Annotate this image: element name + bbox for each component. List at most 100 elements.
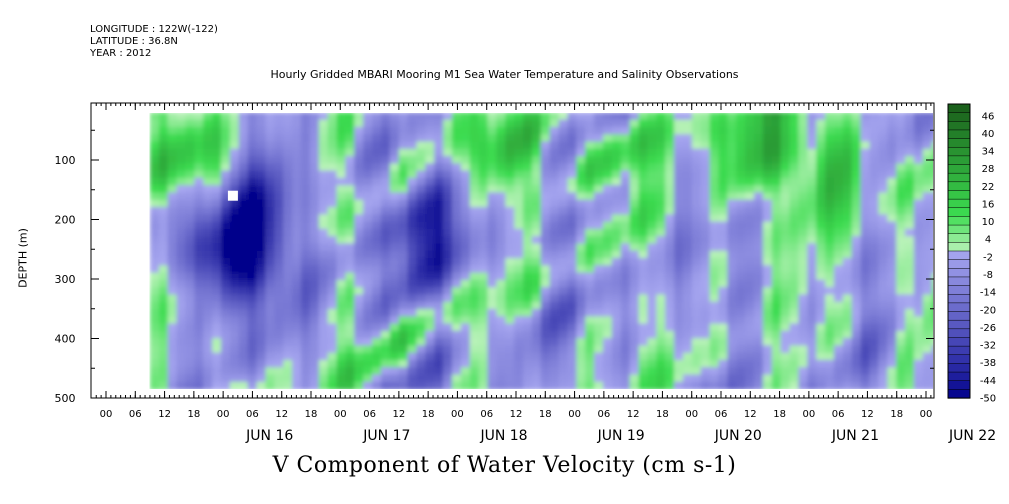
heatmap-cell [416, 148, 427, 157]
heatmap-cell [913, 338, 924, 347]
heatmap-cell [292, 374, 302, 383]
heatmap-cell [434, 279, 444, 288]
heatmap-cell [416, 156, 427, 165]
heatmap-cell [816, 359, 826, 369]
heatmap-cell [274, 236, 284, 245]
heatmap-cell [345, 323, 356, 332]
heatmap-cell [718, 279, 729, 288]
heatmap-cell [185, 381, 196, 389]
heatmap-cell [221, 374, 231, 383]
heatmap-cell [327, 265, 338, 274]
heatmap-cell [407, 338, 418, 347]
heatmap-cell [478, 134, 489, 143]
heatmap-cell [523, 177, 533, 187]
heatmap-cell [558, 279, 569, 288]
heatmap-cell [825, 141, 835, 150]
heatmap-cell [602, 294, 613, 303]
heatmap-cell [318, 228, 329, 237]
x-tick-label: 00 [100, 409, 113, 420]
heatmap-cell [380, 338, 391, 347]
heatmap-cell [274, 148, 284, 157]
heatmap-cell [887, 148, 897, 157]
heatmap-cell [185, 359, 196, 369]
heatmap-cell [185, 228, 196, 237]
heatmap-cell [602, 250, 613, 259]
heatmap-cell [496, 185, 507, 194]
heatmap-cell [300, 272, 311, 281]
heatmap-cell [380, 258, 391, 267]
heatmap-cell [425, 301, 435, 310]
heatmap-cell [745, 163, 755, 172]
heatmap-cell [238, 243, 249, 252]
heatmap-cell [540, 265, 551, 274]
heatmap-cell [576, 258, 587, 267]
heatmap-cell [256, 243, 267, 252]
heatmap-cell [780, 323, 791, 332]
heatmap-cell [869, 352, 880, 361]
heatmap-cell [629, 265, 640, 274]
heatmap-cell [363, 359, 373, 369]
heatmap-cell [718, 126, 729, 136]
heatmap-cell [665, 199, 675, 208]
heatmap-cell [878, 323, 889, 332]
heatmap-cell [922, 279, 933, 288]
heatmap-cell [149, 185, 160, 194]
heatmap-cell [451, 265, 462, 274]
colorbar-label: 22 [982, 182, 995, 193]
heatmap-cell [469, 374, 480, 383]
heatmap-cell [656, 113, 666, 121]
heatmap-cell [531, 287, 542, 296]
heatmap-cell [860, 294, 871, 303]
heatmap-cell [798, 338, 809, 347]
heatmap-cell [798, 119, 809, 128]
heatmap-cell [602, 126, 613, 136]
heatmap-cell [478, 163, 489, 172]
heatmap-cell [203, 279, 213, 288]
heatmap-cell [487, 214, 498, 223]
heatmap-cell [674, 228, 684, 237]
heatmap-cell [878, 287, 889, 296]
heatmap-cell [638, 301, 649, 310]
heatmap-cell [913, 381, 924, 389]
heatmap-cell [149, 221, 160, 230]
heatmap-cell [620, 381, 631, 389]
heatmap-cell [549, 177, 560, 187]
heatmap-cell [531, 221, 542, 230]
heatmap-cell [487, 367, 498, 376]
heatmap-cell [238, 228, 249, 237]
heatmap-cell [238, 258, 249, 267]
heatmap-cell [860, 359, 871, 369]
heatmap-cell [443, 272, 453, 281]
heatmap-cell [620, 243, 631, 252]
heatmap-cell [851, 323, 862, 332]
heatmap-cell [256, 192, 267, 201]
heatmap-cell [478, 236, 489, 245]
heatmap-cell [256, 199, 267, 208]
heatmap-cell [167, 126, 178, 136]
heatmap-cell [354, 113, 364, 121]
heatmap-cell [842, 287, 853, 296]
heatmap-cell [203, 367, 213, 376]
heatmap-cell [754, 381, 764, 389]
heatmap-cell [434, 272, 444, 281]
heatmap-cell [922, 119, 933, 128]
heatmap-cell [887, 236, 897, 245]
heatmap-cell [523, 192, 533, 201]
heatmap-cell [274, 308, 284, 318]
heatmap-cell [860, 214, 871, 223]
heatmap-cell [194, 163, 205, 172]
heatmap-cell [700, 185, 711, 194]
heatmap-cell [372, 163, 382, 172]
heatmap-cell [905, 330, 915, 339]
heatmap-cell [434, 301, 444, 310]
heatmap-cell [194, 177, 205, 187]
heatmap-cell [611, 367, 622, 376]
heatmap-cell [594, 134, 604, 143]
heatmap-cell [727, 243, 738, 252]
heatmap-cell [389, 316, 400, 325]
heatmap-cell [674, 185, 684, 194]
heatmap-cell [896, 148, 906, 157]
heatmap-cell [149, 214, 160, 223]
heatmap-cell [691, 228, 702, 237]
heatmap-cell [620, 316, 631, 325]
